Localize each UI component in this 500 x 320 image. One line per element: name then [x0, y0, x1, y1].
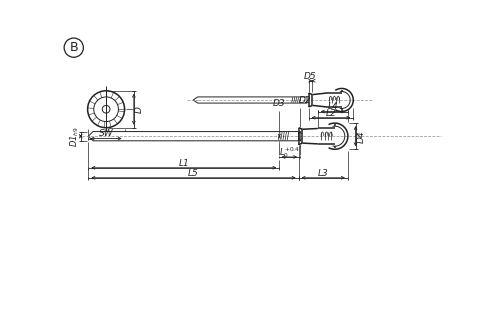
Text: $L_0^{+0.4}$: $L_0^{+0.4}$: [278, 145, 300, 160]
Text: D1$_{h9}$: D1$_{h9}$: [68, 126, 81, 147]
Text: L5: L5: [188, 169, 199, 178]
Text: SW: SW: [99, 129, 114, 138]
Text: B: B: [70, 41, 78, 54]
Text: D2: D2: [298, 96, 311, 105]
Text: D3: D3: [272, 99, 285, 108]
Text: D5: D5: [304, 72, 317, 81]
Text: L4: L4: [328, 102, 338, 111]
Text: D4: D4: [357, 130, 366, 142]
Text: L2: L2: [326, 108, 336, 117]
Polygon shape: [88, 132, 298, 141]
Polygon shape: [193, 97, 307, 103]
Text: L3: L3: [318, 169, 328, 178]
Text: D: D: [134, 106, 143, 113]
Text: L1: L1: [178, 159, 189, 168]
